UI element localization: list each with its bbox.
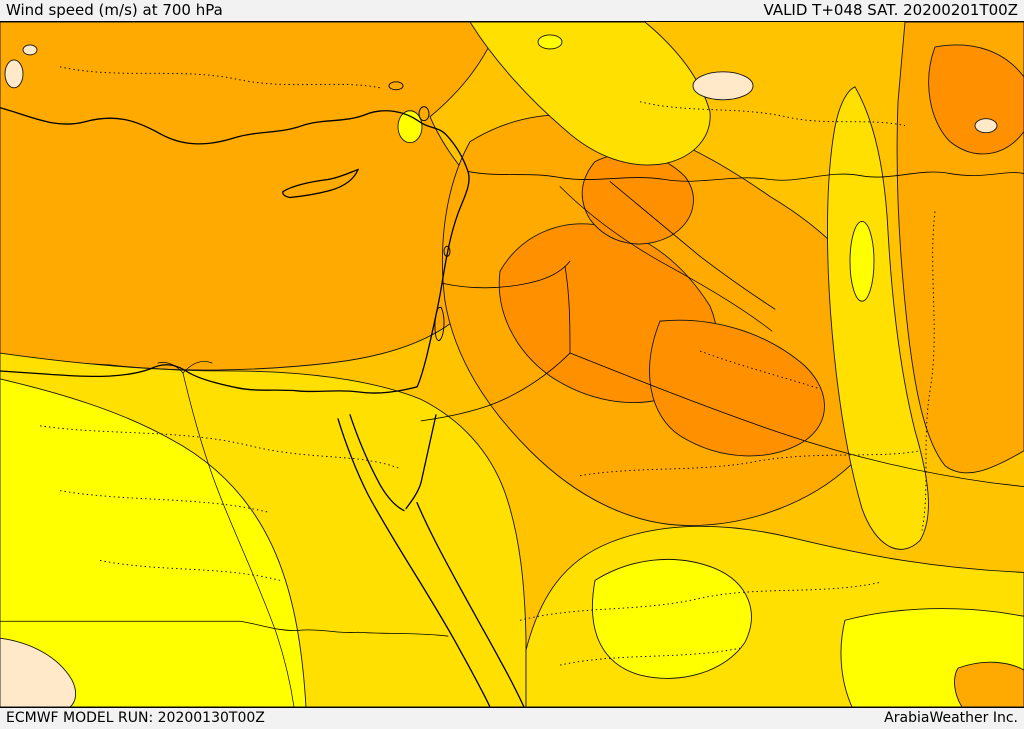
coastline-turkey-levant-egypt [0,107,470,394]
anatolia-lake-2 [418,106,430,122]
border-jordan-iraq [564,265,571,354]
border-jordan-syria [441,260,571,289]
sea-of-galilee [443,245,451,257]
coastline-cyprus [282,168,360,199]
contour-level-deep-orange [498,44,1024,457]
map-title: Wind speed (m/s) at 700 hPa [6,1,223,19]
coastline-gulf-of-aqaba [405,414,437,510]
anatolia-lake-1 [388,81,404,91]
model-run-label: ECMWF MODEL RUN: 20200130T00Z [6,710,265,726]
border-turkey-south [467,171,1024,182]
euphrates-river [559,186,773,332]
coastlines [0,81,525,707]
border-syria-iraq [609,181,776,310]
contour-patch-orange-corner [954,661,1024,707]
coastline-gulf-of-suez [349,414,405,512]
map-area [0,21,1024,708]
border-iraq-saudi [569,352,1024,488]
dotted-contours [39,66,936,666]
contour-level-yellow [0,34,1024,707]
contour-level-cream [0,44,998,707]
border-jordan-saudi [420,352,571,422]
dead-sea [434,306,445,341]
wind-speed-map [0,22,1024,707]
nile-delta-branch-east [182,361,213,374]
coastline-red-sea-west [337,418,491,707]
footer-bar: ECMWF MODEL RUN: 20200130T00Z ArabiaWeat… [0,708,1024,729]
border-egypt-sudan [0,620,449,637]
country-borders [0,171,1024,637]
credit-label: ArabiaWeather Inc. [884,710,1018,726]
nile-delta-branch-west [157,362,184,374]
nile-river [182,372,295,707]
coastline-red-sea-east [416,501,525,707]
valid-time-label: VALID T+048 SAT. 20200201T00Z [763,1,1018,19]
header-bar: Wind speed (m/s) at 700 hPa VALID T+048 … [0,0,1024,21]
